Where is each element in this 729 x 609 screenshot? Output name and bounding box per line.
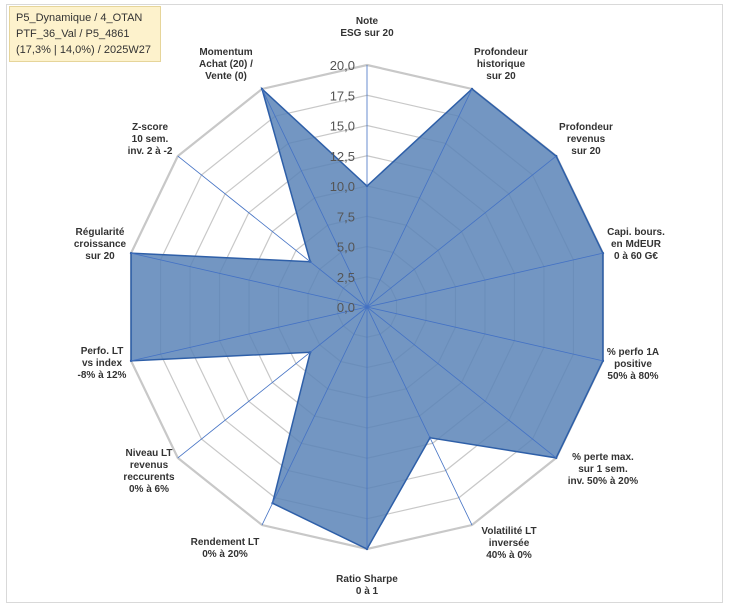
axis-label: Niveau LT revenus reccurents 0% à 6% <box>123 448 175 495</box>
axis-label: Capi. bours. en MdEUR 0 à 60 G€ <box>607 227 665 262</box>
tick-label: 12,5 <box>330 149 355 164</box>
axis-spoke <box>130 252 368 308</box>
tick-label: 15,0 <box>330 119 355 134</box>
axis-label: Momentum Achat (20) / Vente (0) <box>199 47 253 82</box>
axis-spoke <box>130 306 368 362</box>
axis-label: Profondeur historique sur 20 <box>474 47 528 82</box>
axis-spoke <box>366 155 557 308</box>
portfolio-info-box: P5_Dynamique / 4_OTAN PTF_36_Val / P5_48… <box>9 6 161 62</box>
tick-label: 10,0 <box>330 179 355 194</box>
info-line-1: P5_Dynamique / 4_OTAN <box>16 12 143 24</box>
tick-label: 5,0 <box>337 240 355 255</box>
axis-label: Profondeur revenus sur 20 <box>559 122 613 157</box>
axis-spoke <box>366 252 604 308</box>
axis-label: Ratio Sharpe 0 à 1 <box>336 574 398 597</box>
radar-spokes <box>130 65 604 549</box>
tick-label: 20,0 <box>330 58 355 73</box>
axis-spoke <box>177 155 368 308</box>
axis-label: Note ESG sur 20 <box>340 16 394 39</box>
tick-label: 7,5 <box>337 209 355 224</box>
axis-spoke <box>366 88 473 308</box>
axis-label: % perte max. sur 1 sem. inv. 50% à 20% <box>568 452 639 487</box>
axis-label: Régularité croissance sur 20 <box>74 227 127 262</box>
axis-spoke <box>177 306 368 459</box>
axis-label: Volatilité LT inversée 40% à 0% <box>481 526 536 561</box>
info-line-2: PTF_36_Val / P5_4861 <box>16 28 130 40</box>
axis-spoke <box>366 306 604 362</box>
axis-spoke <box>261 306 368 526</box>
axis-label: % perfo 1A positive 50% à 80% <box>607 347 659 382</box>
axis-label: Perfo. LT vs index -8% à 12% <box>78 346 127 381</box>
info-line-3: (17,3% | 14,0%) / 2025W27 <box>16 44 151 56</box>
radar-axis-labels: Note ESG sur 20 Profondeur historique sur 20… <box>74 16 665 597</box>
axis-spoke <box>261 88 368 308</box>
tick-label: 17,5 <box>330 88 355 103</box>
tick-label: 0,0 <box>337 300 355 315</box>
axis-label: Rendement LT 0% à 20% <box>191 537 260 560</box>
axis-spoke <box>366 306 557 459</box>
axis-spoke <box>366 306 473 526</box>
axis-label: Z-score 10 sem. inv. 2 à -2 <box>128 122 173 157</box>
tick-label: 2,5 <box>337 270 355 285</box>
radar-tick-labels: 0,0 2,5 5,0 7,5 10,0 12,5 15,0 17,5 20,0 <box>330 58 355 315</box>
